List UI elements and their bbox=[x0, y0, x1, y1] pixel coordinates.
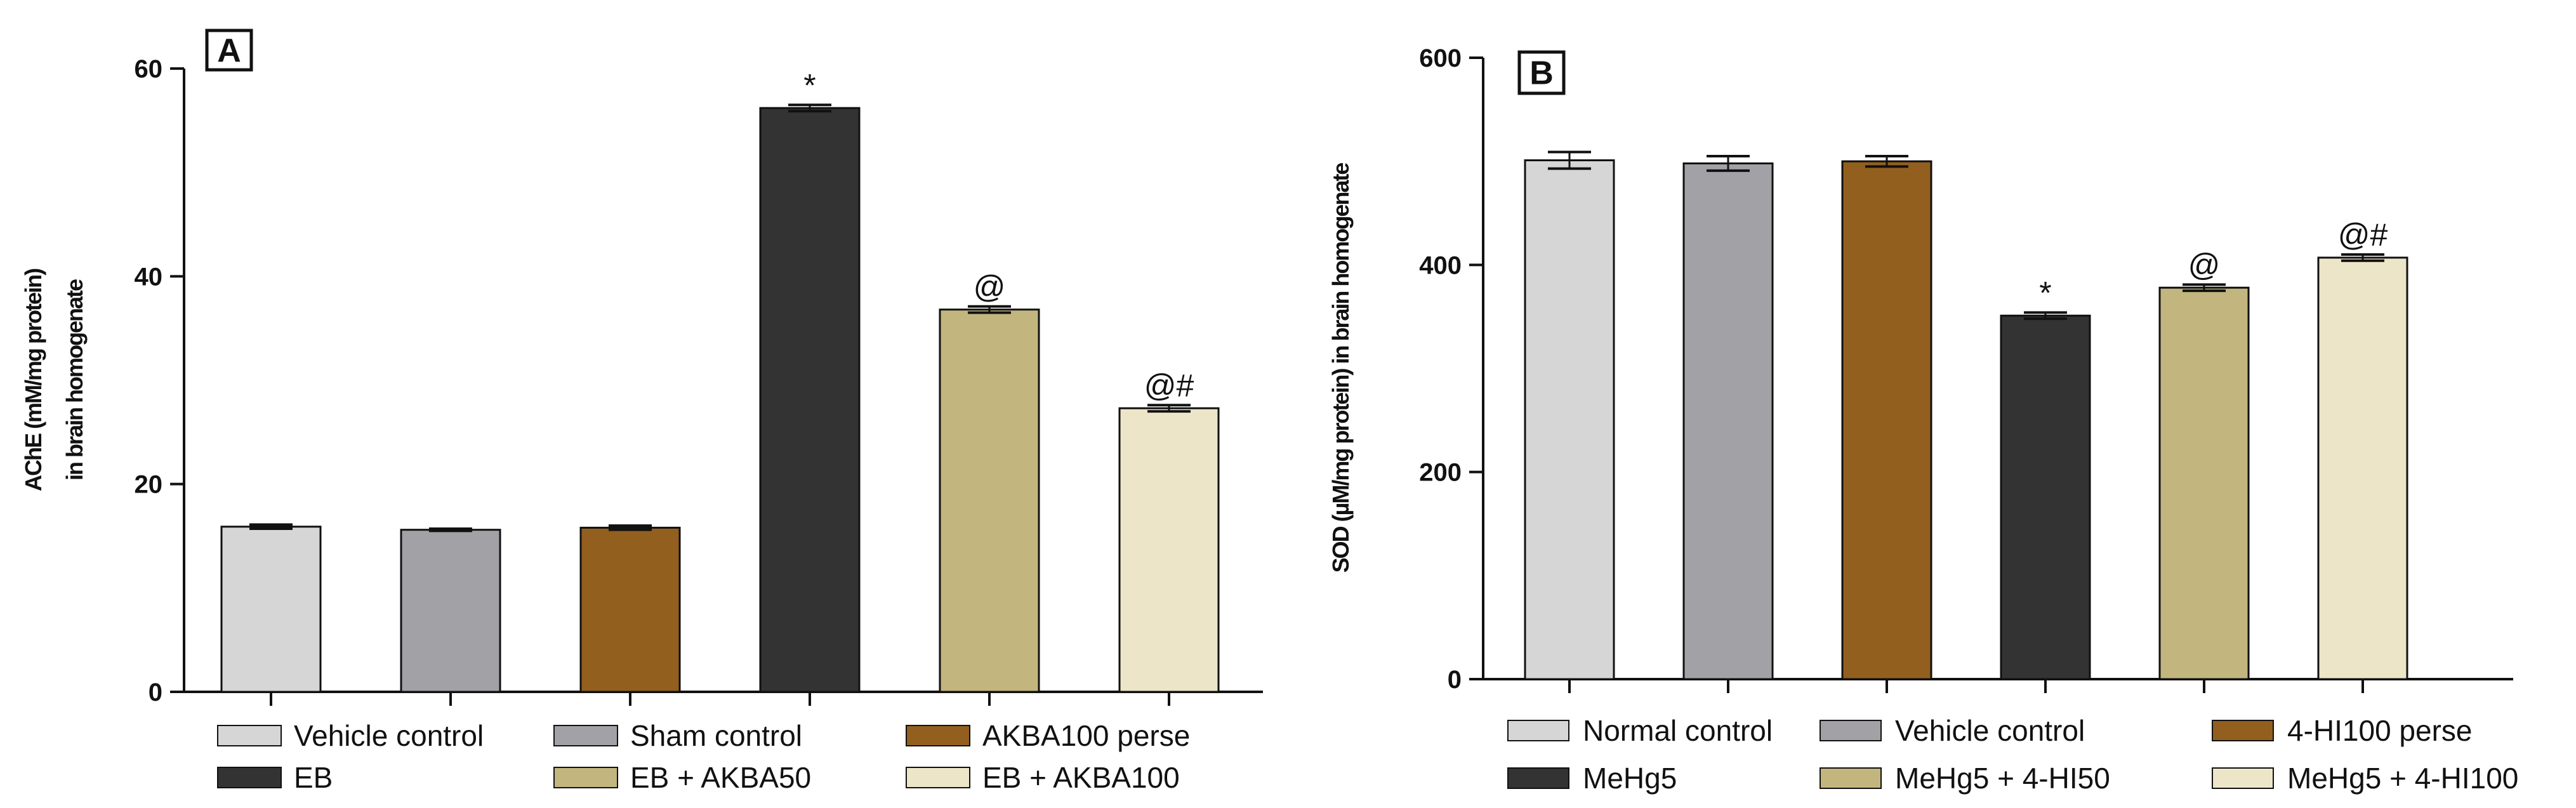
chart1-bar bbox=[2000, 314, 2091, 680]
chart1-significance-label: @# bbox=[2338, 217, 2388, 253]
chart1-legend-swatch bbox=[1507, 767, 1569, 789]
chart0-y-tick-label: 0 bbox=[149, 679, 162, 706]
chart1-legend-label: MeHg5 bbox=[1583, 762, 1677, 795]
chart1-bar bbox=[2317, 256, 2408, 680]
chart1-panel-label: B bbox=[1529, 55, 1554, 92]
chart0-legend-swatch bbox=[553, 725, 618, 746]
chart0-panel-label: A bbox=[217, 32, 241, 69]
chart1-legend-swatch bbox=[2212, 720, 2274, 741]
chart1-legend-label: Normal control bbox=[1583, 714, 1773, 747]
chart1-significance-label: * bbox=[2039, 275, 2051, 310]
chart0-legend-label: Sham control bbox=[630, 719, 802, 752]
chart1-legend-swatch bbox=[1820, 767, 1882, 789]
chart1-panel-tag-box bbox=[1517, 50, 1566, 95]
chart0-legend-swatch bbox=[217, 725, 282, 746]
chart0-bar bbox=[400, 529, 501, 693]
chart1-y-tick-label: 0 bbox=[1448, 666, 1462, 694]
chart1-legend-swatch bbox=[2212, 767, 2274, 789]
chart0-y-tick-label: 40 bbox=[135, 263, 163, 291]
chart0-panel-tag-box bbox=[205, 29, 253, 72]
chart0-y-axis-title: AChE (mM/mg protein) bbox=[20, 268, 46, 491]
chart1-bar bbox=[1524, 159, 1615, 680]
chart1-legend-label: MeHg5 + 4-HI100 bbox=[2287, 762, 2518, 795]
chart0-significance-label: * bbox=[803, 67, 816, 103]
chart1-bar bbox=[2158, 286, 2250, 680]
chart0-bar bbox=[220, 526, 322, 693]
chart0-bar bbox=[579, 526, 681, 693]
chart1-legend-swatch bbox=[1507, 720, 1569, 741]
chart0-y-tick-label: 20 bbox=[135, 471, 163, 499]
chart1-y-tick-label: 200 bbox=[1419, 459, 1462, 487]
chart1-legend-label: 4-HI100 perse bbox=[2287, 714, 2473, 747]
chart0-legend-swatch bbox=[217, 767, 282, 788]
chart1-legend-label: Vehicle control bbox=[1895, 714, 2085, 747]
chart0-legend-label: EB bbox=[294, 761, 333, 794]
chart0-significance-label: @# bbox=[1144, 368, 1194, 403]
chart0-legend-label: EB + AKBA100 bbox=[982, 761, 1180, 794]
chart0-legend-label: Vehicle control bbox=[294, 719, 484, 752]
chart0-bar bbox=[759, 107, 861, 693]
chart1-legend-label: MeHg5 + 4-HI50 bbox=[1895, 762, 2110, 795]
chart1-y-axis-title: SOD (µM/mg protein) in brain homogenate bbox=[1328, 163, 1354, 573]
chart1-bar bbox=[1841, 160, 1932, 680]
chart0-legend-label: EB + AKBA50 bbox=[630, 761, 811, 794]
chart1-bar bbox=[1682, 162, 1774, 680]
chart0-significance-label: @ bbox=[974, 269, 1006, 305]
chart1-y-tick-label: 400 bbox=[1419, 251, 1462, 279]
chart0-bar bbox=[1118, 407, 1220, 693]
chart0-y-tick-label: 60 bbox=[135, 55, 163, 83]
chart0-bar bbox=[939, 308, 1040, 693]
chart0-y-axis-title-line2: in brain homogenate bbox=[62, 279, 88, 480]
chart0-legend-label: AKBA100 perse bbox=[982, 719, 1190, 752]
chart1-legend-swatch bbox=[1820, 720, 1882, 741]
chart0-legend-swatch bbox=[553, 767, 618, 788]
chart1-y-tick-label: 600 bbox=[1419, 44, 1462, 72]
chart0-legend-swatch bbox=[906, 725, 970, 746]
chart1-significance-label: @ bbox=[2188, 247, 2221, 282]
chart0-legend-swatch bbox=[906, 767, 970, 788]
